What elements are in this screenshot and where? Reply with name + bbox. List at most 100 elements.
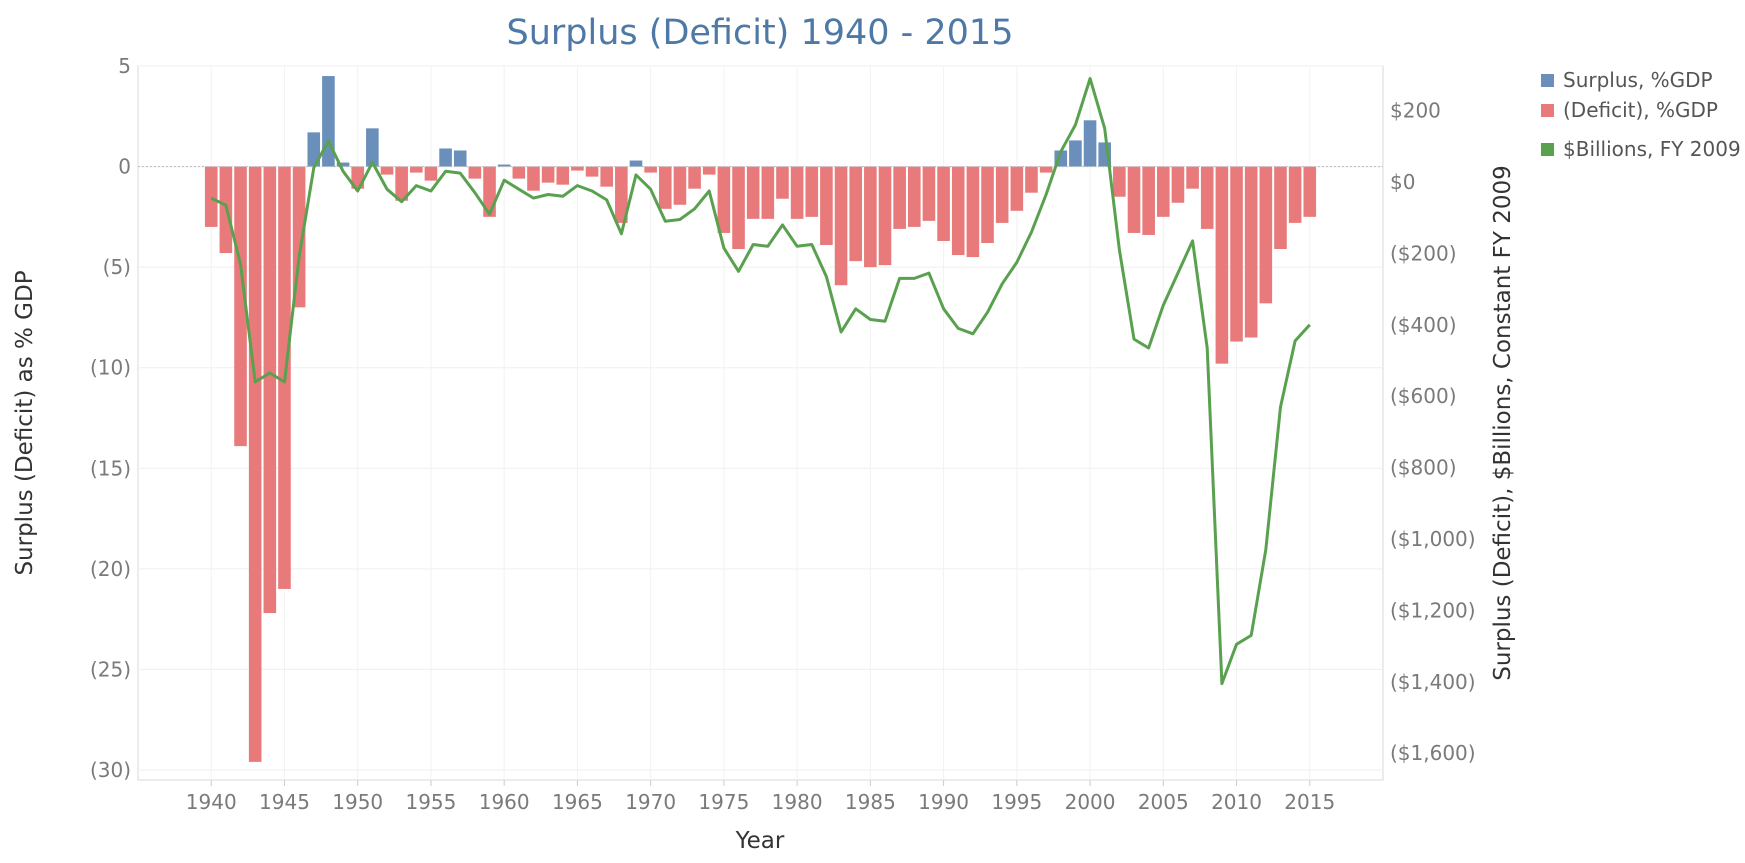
bars	[204, 76, 1317, 762]
left-axis-ticks: 5 0 (5) (10) (15) (20) (25) (30)	[90, 54, 131, 782]
bar-2004	[1142, 166, 1155, 235]
x-tick-label: 1990	[918, 790, 969, 814]
bar-1974	[702, 166, 716, 175]
left-axis-title: Surplus (Deficit) as % GDP	[12, 270, 38, 575]
bar-2002	[1113, 166, 1126, 197]
bar-1969	[629, 160, 643, 167]
bar-1983	[834, 166, 848, 286]
bar-1992	[966, 166, 980, 258]
bar-1961	[512, 166, 526, 179]
right-tick-label: ($1,600)	[1390, 741, 1476, 765]
bar-1968	[615, 166, 628, 223]
bar-1985	[864, 166, 877, 268]
right-tick-label: ($600)	[1390, 384, 1457, 408]
bar-1944	[263, 166, 277, 614]
bar-2009	[1215, 166, 1229, 364]
bar-1943	[248, 166, 262, 762]
bar-1952	[380, 166, 394, 175]
x-tick-label: 1940	[186, 790, 237, 814]
bar-2015	[1303, 166, 1317, 217]
bar-1949	[336, 162, 350, 167]
bar-1996	[1025, 166, 1038, 193]
bar-1986	[878, 166, 892, 266]
bar-1970	[644, 166, 657, 173]
left-tick-label: (5)	[103, 255, 131, 279]
x-tick-label: 1970	[625, 790, 676, 814]
bar-2000	[1083, 120, 1097, 167]
x-tick-label: 2015	[1284, 790, 1335, 814]
bar-1978	[761, 166, 775, 219]
bar-1956	[439, 148, 452, 167]
bar-1979	[776, 166, 789, 199]
bar-2011	[1244, 166, 1258, 338]
x-tick-label: 1945	[259, 790, 310, 814]
x-axis-ticks: 1940 1945 1950 1955 1960 1965 1970 1975 1980 1985…	[186, 780, 1335, 814]
bar-1984	[849, 166, 863, 262]
bar-1989	[922, 166, 936, 221]
x-tick-label: 1960	[479, 790, 530, 814]
bar-1960	[497, 164, 511, 167]
left-tick-label: 5	[118, 54, 131, 78]
right-tick-label: ($1,400)	[1390, 670, 1476, 694]
legend-swatch	[1541, 143, 1554, 156]
x-tick-label: 2000	[1065, 790, 1116, 814]
left-tick-label: (30)	[90, 758, 131, 782]
bar-1962	[527, 166, 540, 191]
bar-2008	[1200, 166, 1214, 229]
left-tick-label: (25)	[90, 657, 131, 681]
x-tick-label: 1980	[772, 790, 823, 814]
bar-2007	[1186, 166, 1199, 189]
left-tick-label: (20)	[90, 557, 131, 581]
bar-2010	[1230, 166, 1243, 342]
x-tick-label: 1950	[332, 790, 383, 814]
legend-label: (Deficit), %GDP	[1563, 98, 1718, 122]
legend-label: Surplus, %GDP	[1563, 68, 1713, 92]
bar-1951	[366, 128, 379, 167]
bar-1977	[746, 166, 760, 219]
bar-1953	[395, 166, 408, 201]
bar-1988	[907, 166, 921, 227]
chart-title: Surplus (Deficit) 1940 - 2015	[507, 13, 1014, 53]
bar-2003	[1127, 166, 1141, 233]
bar-1966	[585, 166, 599, 177]
bar-2006	[1171, 166, 1185, 203]
bar-2013	[1274, 166, 1287, 250]
x-tick-label: 1985	[845, 790, 896, 814]
left-tick-label: (10)	[90, 356, 131, 380]
x-tick-label: 1995	[991, 790, 1042, 814]
right-tick-label: ($800)	[1390, 456, 1457, 480]
bar-2014	[1288, 166, 1302, 223]
x-tick-label: 2010	[1211, 790, 1262, 814]
bar-1980	[790, 166, 804, 219]
bar-2005	[1156, 166, 1170, 217]
bar-1975	[717, 166, 731, 233]
bar-1991	[951, 166, 965, 256]
x-tick-label: 2005	[1138, 790, 1189, 814]
right-tick-label: ($400)	[1390, 313, 1457, 337]
bar-1967	[600, 166, 614, 187]
right-tick-label: ($1,200)	[1390, 598, 1476, 622]
bar-2012	[1259, 166, 1273, 304]
right-tick-label: $200	[1390, 99, 1441, 123]
bar-1947	[307, 132, 321, 167]
bar-1973	[688, 166, 701, 189]
bar-1972	[673, 166, 687, 205]
bar-1955	[424, 166, 438, 181]
bar-1995	[1010, 166, 1024, 211]
x-tick-label: 1955	[405, 790, 456, 814]
legend: Surplus, %GDP (Deficit), %GDP $Billions, F…	[1541, 68, 1741, 161]
bar-1957	[453, 150, 467, 167]
left-tick-label: 0	[118, 155, 131, 179]
right-axis-ticks: $200 $0 ($200) ($400) ($600) ($800) ($1,000) ($…	[1390, 99, 1476, 766]
bar-1942	[234, 166, 247, 447]
bar-1987	[893, 166, 906, 229]
legend-swatch	[1541, 74, 1554, 87]
bar-1963	[541, 166, 555, 183]
bar-1994	[995, 166, 1009, 223]
right-tick-label: $0	[1390, 170, 1415, 194]
bar-1940	[204, 166, 218, 227]
right-tick-label: ($1,000)	[1390, 527, 1476, 551]
x-tick-label: 1975	[698, 790, 749, 814]
bar-1990	[937, 166, 950, 241]
